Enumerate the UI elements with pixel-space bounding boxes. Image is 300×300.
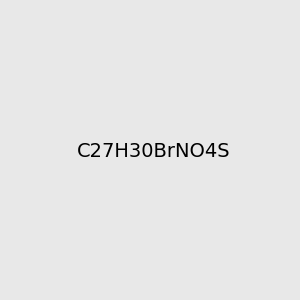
Text: C27H30BrNO4S: C27H30BrNO4S [77, 142, 231, 161]
